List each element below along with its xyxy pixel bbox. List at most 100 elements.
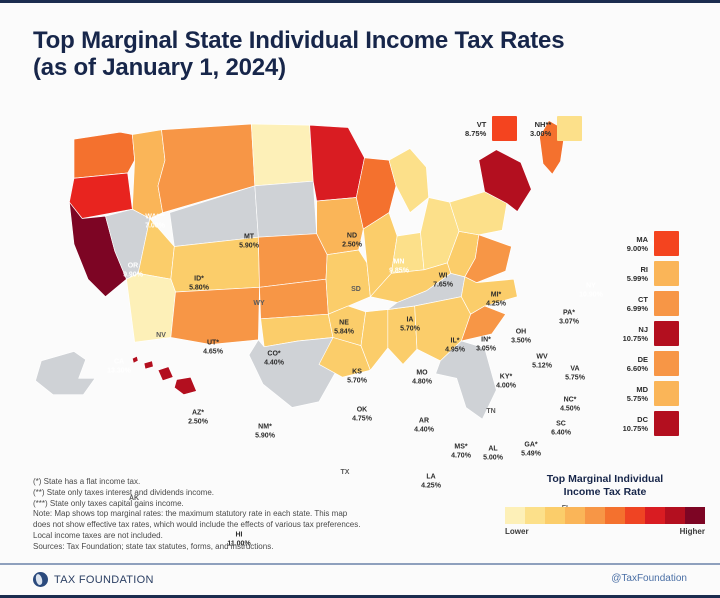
scale-swatch-3 [565, 507, 585, 524]
state-mn [309, 124, 365, 202]
state-az [126, 272, 176, 343]
scale-swatch-8 [665, 507, 685, 524]
inset-rate: 6.99% [626, 303, 648, 313]
inset-rate: 3.00% [530, 128, 552, 138]
state-ne [258, 233, 328, 288]
inset-text: MA 9.00% [600, 235, 648, 253]
inset-text: VT 8.75% [465, 120, 486, 138]
inset-swatch [654, 351, 679, 376]
scale-low-label: Lower [505, 527, 529, 536]
state-co [170, 236, 260, 293]
inset-swatch [557, 116, 583, 141]
inset-text: DE 6.60% [600, 355, 648, 373]
inset-swatch [654, 261, 679, 286]
color-scale-legend: Top Marginal Individual Income Tax Rate … [505, 473, 705, 536]
inset-text: CT 6.99% [600, 295, 648, 313]
state-hi [131, 355, 197, 396]
state-la [318, 337, 371, 378]
inset-code: NJ [638, 324, 648, 334]
inset-code: MA [636, 234, 648, 244]
inset-rate: 6.60% [626, 363, 648, 373]
state-fl [435, 340, 497, 420]
inset-text: NJ 10.75% [600, 325, 648, 343]
us-choropleth-map: WA*** 7.00% OR 9.90% CA 13.30% NV ID* 5.80% MT 5.9… [18, 95, 654, 547]
title-line-1: Top Marginal State Individual Income Tax… [33, 27, 565, 54]
scale-swatch-4 [585, 507, 605, 524]
inset-de: DE 6.60% [600, 351, 679, 376]
state-id [131, 129, 166, 219]
footnote-flat-tax: (*) State has a flat income tax. [33, 477, 141, 486]
note-line-6: Local income taxes are not included. [33, 530, 163, 540]
scale-gradient-bars [505, 507, 705, 524]
scale-end-labels: Lower Higher [505, 527, 705, 536]
brand-name: TAX FOUNDATION [54, 573, 154, 586]
inset-code: CT [638, 294, 648, 304]
note-line-5: does not show effective tax rates, which… [33, 520, 361, 530]
tax-foundation-logo-icon [33, 572, 48, 587]
state-or [68, 172, 133, 219]
inset-nj: NJ 10.75% [600, 321, 679, 346]
scale-heading: Top Marginal Individual Income Tax Rate [505, 473, 705, 499]
state-sd [254, 180, 318, 238]
inset-text: MD 5.75% [600, 385, 648, 403]
state-ny [478, 149, 532, 212]
state-ia [316, 197, 364, 256]
inset-rate: 5.75% [626, 393, 648, 403]
scale-swatch-5 [605, 507, 625, 524]
scale-heading-line-1: Top Marginal Individual [546, 473, 664, 485]
brand-lockup: TAX FOUNDATION [33, 572, 154, 587]
footer-bar: TAX FOUNDATION @TaxFoundation [0, 563, 720, 595]
state-sc [460, 305, 507, 342]
inset-rate: 5.99% [626, 273, 648, 283]
footnotes: (*) State has a flat income tax. (**) St… [33, 477, 483, 553]
inset-rate: 10.75% [622, 333, 648, 343]
social-handle[interactable]: @TaxFoundation [611, 573, 687, 584]
inset-ct: CT 6.99% [600, 291, 679, 316]
scale-swatch-2 [545, 507, 565, 524]
footnote-interest-dividends: (**) State only taxes interest and divid… [33, 487, 214, 497]
inset-swatch [654, 291, 679, 316]
scale-swatch-1 [525, 507, 545, 524]
inset-text: NH** 3.00% [530, 120, 551, 138]
inset-vt: VT 8.75% [465, 116, 518, 141]
state-tx [248, 337, 336, 408]
scale-swatch-9 [685, 507, 705, 524]
inset-swatch [654, 321, 679, 346]
inset-swatch [654, 381, 679, 406]
inset-code: VT [476, 119, 487, 129]
scale-swatch-7 [645, 507, 665, 524]
inset-code: DE [637, 354, 648, 364]
inset-ma: MA 9.00% [600, 231, 679, 256]
inset-code: MD [636, 384, 648, 394]
inset-swatch [654, 411, 679, 436]
inset-rate: 10.75% [622, 423, 648, 433]
state-wa [73, 131, 135, 179]
us-map-svg [35, 120, 566, 420]
inset-dc: DC 10.75% [600, 411, 679, 436]
note-line-4: Note: Map shows top marginal rates: the … [33, 509, 348, 519]
inset-ri: RI 5.99% [600, 261, 679, 286]
inset-swatch [654, 231, 679, 256]
inset-text: DC 10.75% [600, 415, 648, 433]
inset-rate: 9.00% [626, 243, 648, 253]
state-ak [35, 351, 96, 395]
sources-line: Sources: Tax Foundation; state tax statu… [33, 541, 274, 551]
state-mo [325, 249, 371, 315]
state-mi [388, 148, 429, 214]
inset-code: DC [637, 414, 648, 424]
scale-heading-line-2: Income Tax Rate [563, 486, 647, 498]
inset-code: RI [640, 264, 649, 274]
state-nd [250, 123, 314, 187]
inset-md: MD 5.75% [600, 381, 679, 406]
state-nm [170, 286, 260, 345]
inset-nh: NH** 3.00% [530, 116, 583, 141]
page-title: Top Marginal State Individual Income Tax… [33, 27, 673, 81]
inset-rate: 8.75% [465, 128, 487, 138]
inset-code: NH** [534, 119, 552, 129]
inset-text: RI 5.99% [600, 265, 648, 283]
inset-swatch [492, 116, 518, 141]
state-al [387, 305, 418, 365]
footnote-capital-gains: (***) State only taxes capital gains inc… [33, 498, 184, 508]
scale-swatch-6 [625, 507, 645, 524]
